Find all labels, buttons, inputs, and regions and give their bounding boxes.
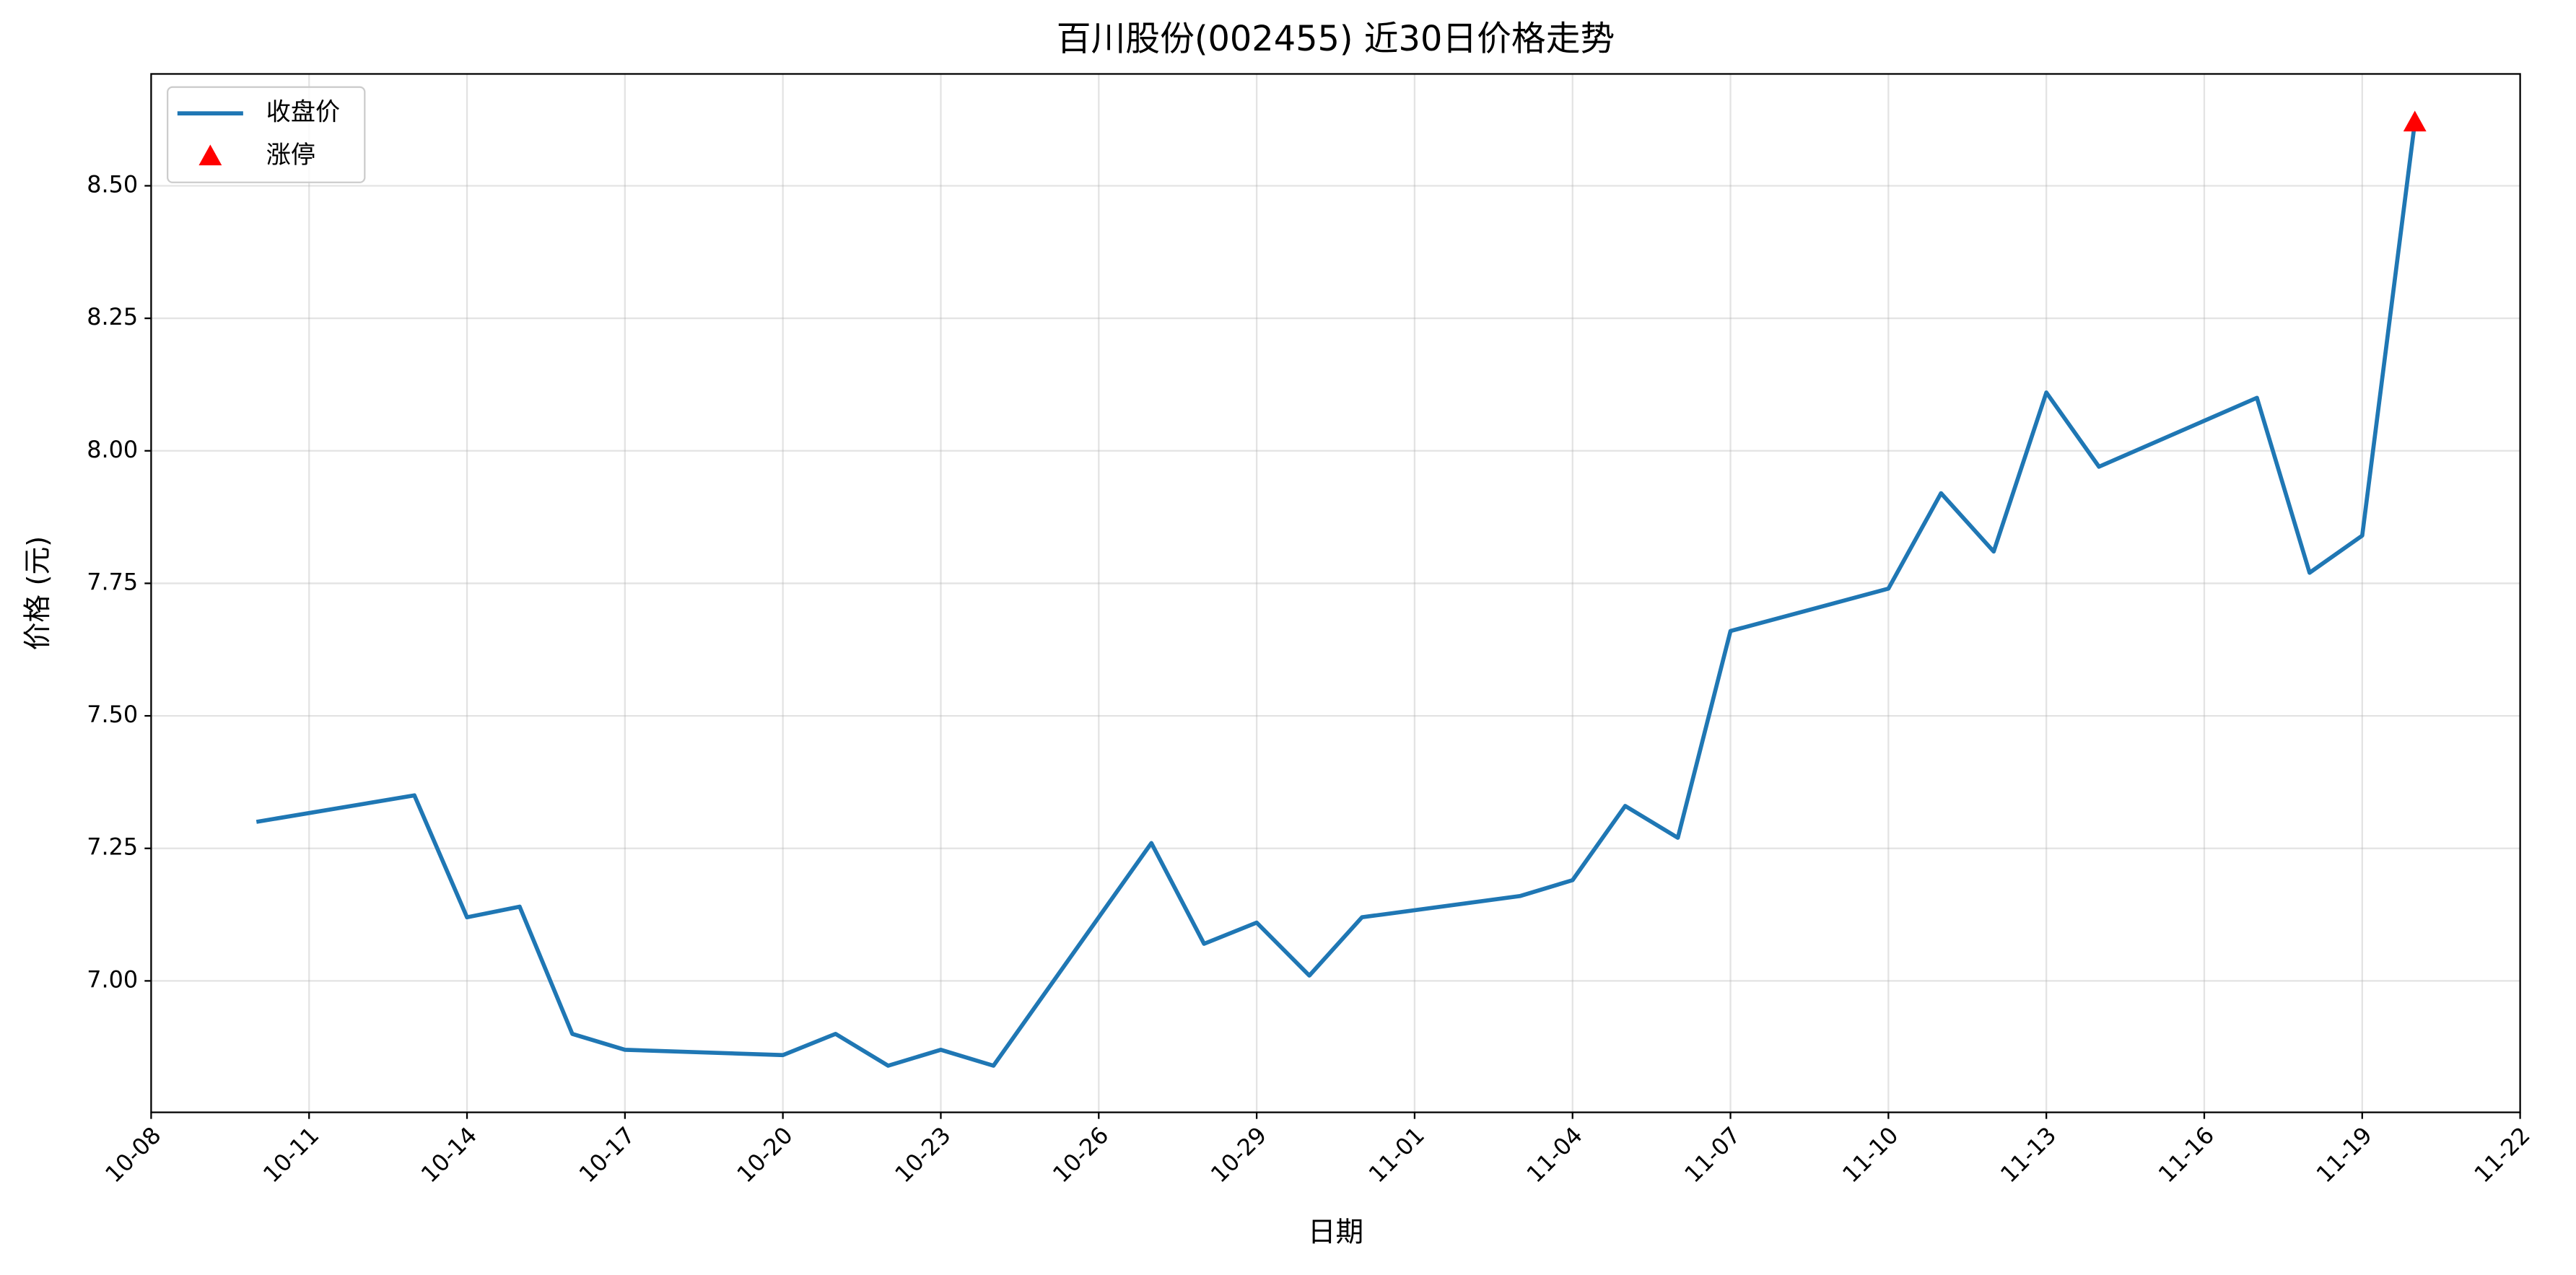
legend-label: 收盘价 <box>266 98 340 127</box>
y-tick-label: 8.50 <box>87 170 138 198</box>
x-tick-label: 11-19 <box>2311 1121 2378 1188</box>
y-axis-label: 价格 (元) <box>22 536 54 651</box>
y-tick-label: 8.25 <box>87 303 138 330</box>
x-tick-label: 10-08 <box>100 1121 166 1188</box>
limit-up-marker <box>2403 110 2427 132</box>
chart-title: 百川股份(002455) 近30日价格走势 <box>1057 19 1615 59</box>
plot-frame <box>150 73 2521 1113</box>
y-tick-label: 7.50 <box>87 701 138 728</box>
x-tick-label: 11-10 <box>1837 1121 1903 1188</box>
x-tick-label: 11-04 <box>1521 1121 1588 1188</box>
x-tick-label: 10-11 <box>258 1121 324 1188</box>
x-tick-label: 11-07 <box>1679 1121 1745 1188</box>
x-tick-label: 11-13 <box>1995 1121 2061 1188</box>
price-line <box>256 121 2417 1068</box>
legend-marker <box>198 144 222 166</box>
x-tick-label: 10-29 <box>1205 1121 1272 1188</box>
x-tick-label: 11-22 <box>2468 1121 2535 1188</box>
x-tick-label: 11-01 <box>1363 1121 1430 1188</box>
y-tick-label: 7.00 <box>87 965 138 993</box>
x-tick-label: 11-16 <box>2153 1121 2219 1188</box>
x-tick-label: 10-26 <box>1047 1121 1114 1188</box>
y-tick-label: 8.00 <box>87 436 138 463</box>
x-tick-label: 10-20 <box>731 1121 798 1188</box>
y-tick-label: 7.75 <box>87 568 138 595</box>
x-tick-label: 10-14 <box>416 1121 482 1188</box>
y-tick-label: 7.25 <box>87 833 138 861</box>
legend-label: 涨停 <box>266 141 315 170</box>
x-tick-label: 10-17 <box>574 1121 640 1188</box>
x-tick-label: 10-23 <box>889 1121 956 1188</box>
x-axis-label: 日期 <box>1308 1217 1363 1249</box>
